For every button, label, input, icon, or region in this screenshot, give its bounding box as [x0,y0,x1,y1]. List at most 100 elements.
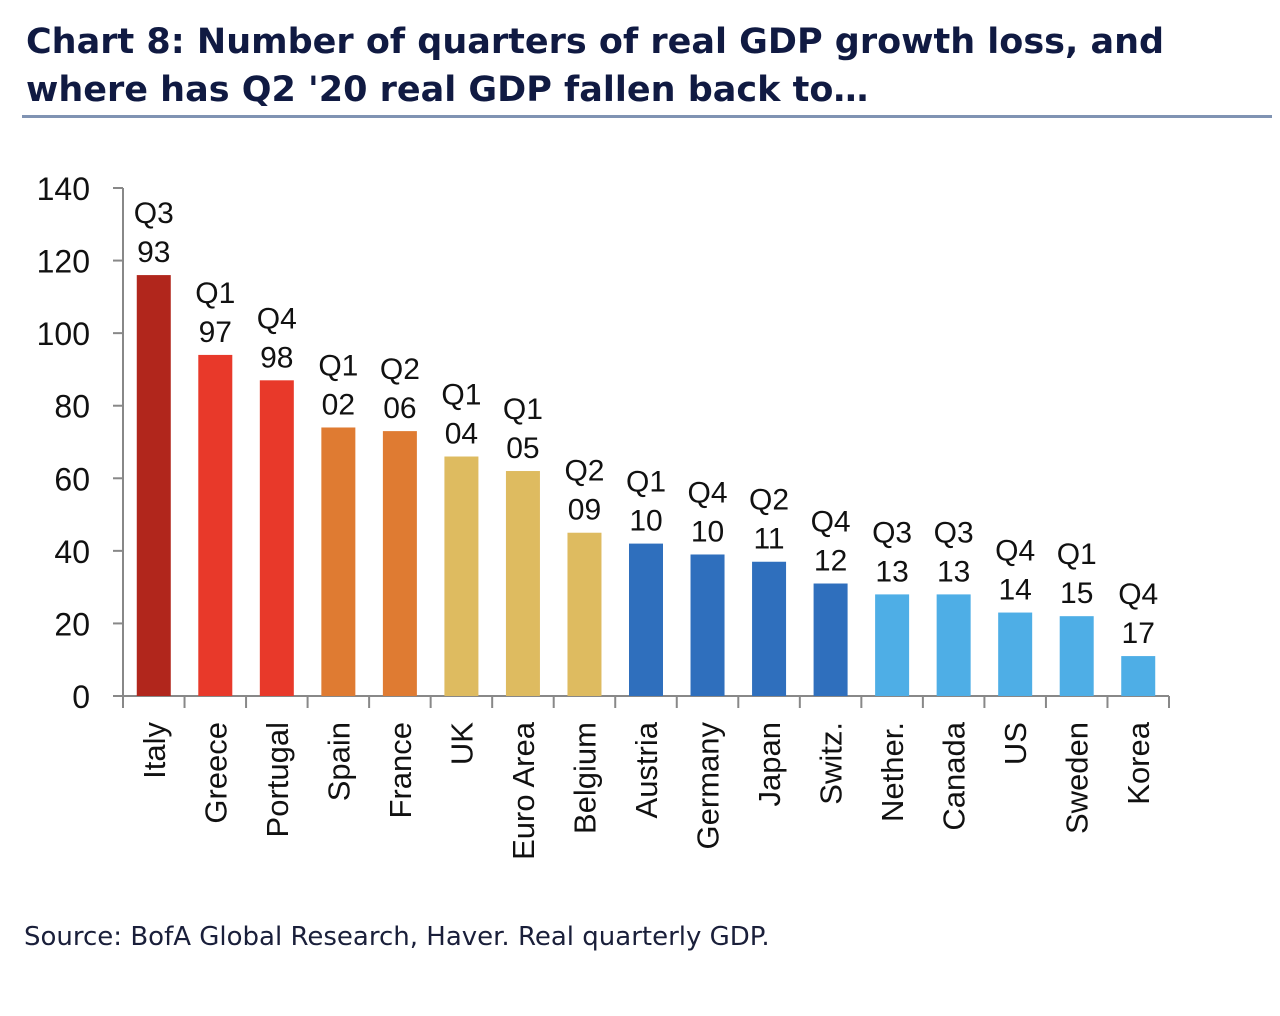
category-label: Japan [752,722,787,806]
bar-data-label: Q1 97 [195,277,235,349]
bar-data-label-year: 11 [753,523,784,556]
y-tick-label: 40 [54,534,90,570]
y-tick-label: 100 [37,316,90,352]
category-label: Greece [198,722,233,824]
bar-data-label-year: 10 [691,515,724,548]
bar-data-label-year: 10 [629,505,662,538]
bar-data-label-year: 13 [937,555,970,588]
bar-data-label-quarter: Q1 [441,379,481,412]
category-label: Switz. [814,722,849,805]
bar-data-label-quarter: Q4 [1118,578,1158,611]
bar-data-label-year: 98 [260,341,293,374]
category-label: Germany [691,722,726,850]
bar [690,554,725,696]
bar-data-label-quarter: Q3 [134,197,174,230]
category-label: Austria [629,721,664,818]
category-label: Portugal [260,722,295,837]
y-tick-label: 20 [54,606,90,642]
bar-data-label-year: 02 [322,388,355,421]
bar-data-label-year: 04 [445,418,478,451]
bar-data-label-quarter: Q1 [1057,538,1097,571]
category-label: Canada [937,721,972,830]
bar-data-label: Q1 15 [1057,538,1097,610]
bar-data-label-year: 09 [568,494,601,527]
bar-data-label-year: 14 [998,574,1031,607]
bar-data-label: Q4 10 [688,476,728,548]
bar [505,471,540,696]
bar [875,594,910,696]
bar-data-label: Q1 02 [318,349,358,421]
category-label: UK [444,722,479,765]
bar-data-label: Q3 93 [134,197,174,269]
bar [629,543,663,696]
y-tick-label: 120 [37,244,90,280]
y-tick-label: 80 [54,389,90,425]
category-label: Belgium [567,722,602,834]
source-note: Source: BofA Global Research, Haver. Rea… [24,922,770,952]
bar-data-label-quarter: Q2 [564,455,604,488]
bars [136,275,1156,696]
bar-data-label-quarter: Q2 [749,484,789,517]
bar [567,532,602,696]
bar-data-label: Q4 12 [811,506,851,578]
category-label: Euro Area [506,721,541,860]
bar-data-label: Q4 17 [1118,578,1158,650]
bar [321,427,356,696]
bar-data-label-quarter: Q2 [380,353,420,386]
category-label: Italy [137,722,172,779]
bar-data-label-year: 17 [1122,617,1155,650]
bar-data-label: Q1 05 [503,393,543,465]
title-divider [22,115,1272,118]
bar-data-label-quarter: Q4 [995,535,1035,568]
x-axis [122,695,1170,708]
bar-data-label-quarter: Q4 [688,476,728,509]
category-labels: Italy Greece Portugal Spain France UK Euro Are… [137,721,1156,860]
bar-data-label-quarter: Q3 [934,516,974,549]
bar-data-label-quarter: Q1 [626,466,666,499]
bar-data-label-quarter: Q1 [318,349,358,382]
bar-data-label: Q2 06 [380,353,420,425]
y-tick-label: 60 [54,461,90,497]
bar [813,583,848,696]
bar-data-label-quarter: Q3 [872,516,912,549]
bar [444,456,479,696]
bar-data-label-year: 93 [137,236,170,269]
category-label: Spain [321,722,356,801]
category-label: Nether. [875,722,910,822]
bar [136,275,171,696]
bar-data-label: Q1 10 [626,466,666,538]
chart-title: Chart 8: Number of quarters of real GDP … [26,22,1165,110]
bar-data-label: Q4 98 [257,302,297,374]
bar [259,380,294,696]
bar-data-label-year: 15 [1060,577,1093,610]
bar [752,561,787,696]
y-tick-label: 0 [72,679,90,715]
bar [198,354,233,696]
bar-data-label: Q2 09 [564,455,604,527]
bar-data-label-quarter: Q1 [503,393,543,426]
bar-data-label-year: 06 [383,392,416,425]
bar-data-label-year: 97 [199,316,232,349]
bar-data-label-quarter: Q4 [811,506,851,539]
bar-data-label-year: 05 [506,432,539,465]
category-label: US [998,722,1033,765]
bar-data-label: Q2 11 [749,484,789,556]
bar [1059,616,1094,696]
bar-data-label-year: 13 [875,555,908,588]
bar-data-label: Q3 13 [872,516,912,588]
bar-data-label-year: 12 [814,545,847,578]
bar-data-label: Q1 04 [441,379,481,451]
y-tick-label: 140 [37,171,90,207]
category-label: Korea [1121,721,1156,804]
bar [382,431,417,696]
y-axis: 0 20 40 60 80 100 120 140 [37,171,124,715]
bar [1121,656,1156,696]
category-label: Sweden [1060,722,1095,834]
bar-data-label: Q4 14 [995,535,1035,607]
bar [936,594,971,696]
bar [998,612,1033,696]
category-label: France [383,722,418,818]
bar-data-label: Q3 13 [934,516,974,588]
